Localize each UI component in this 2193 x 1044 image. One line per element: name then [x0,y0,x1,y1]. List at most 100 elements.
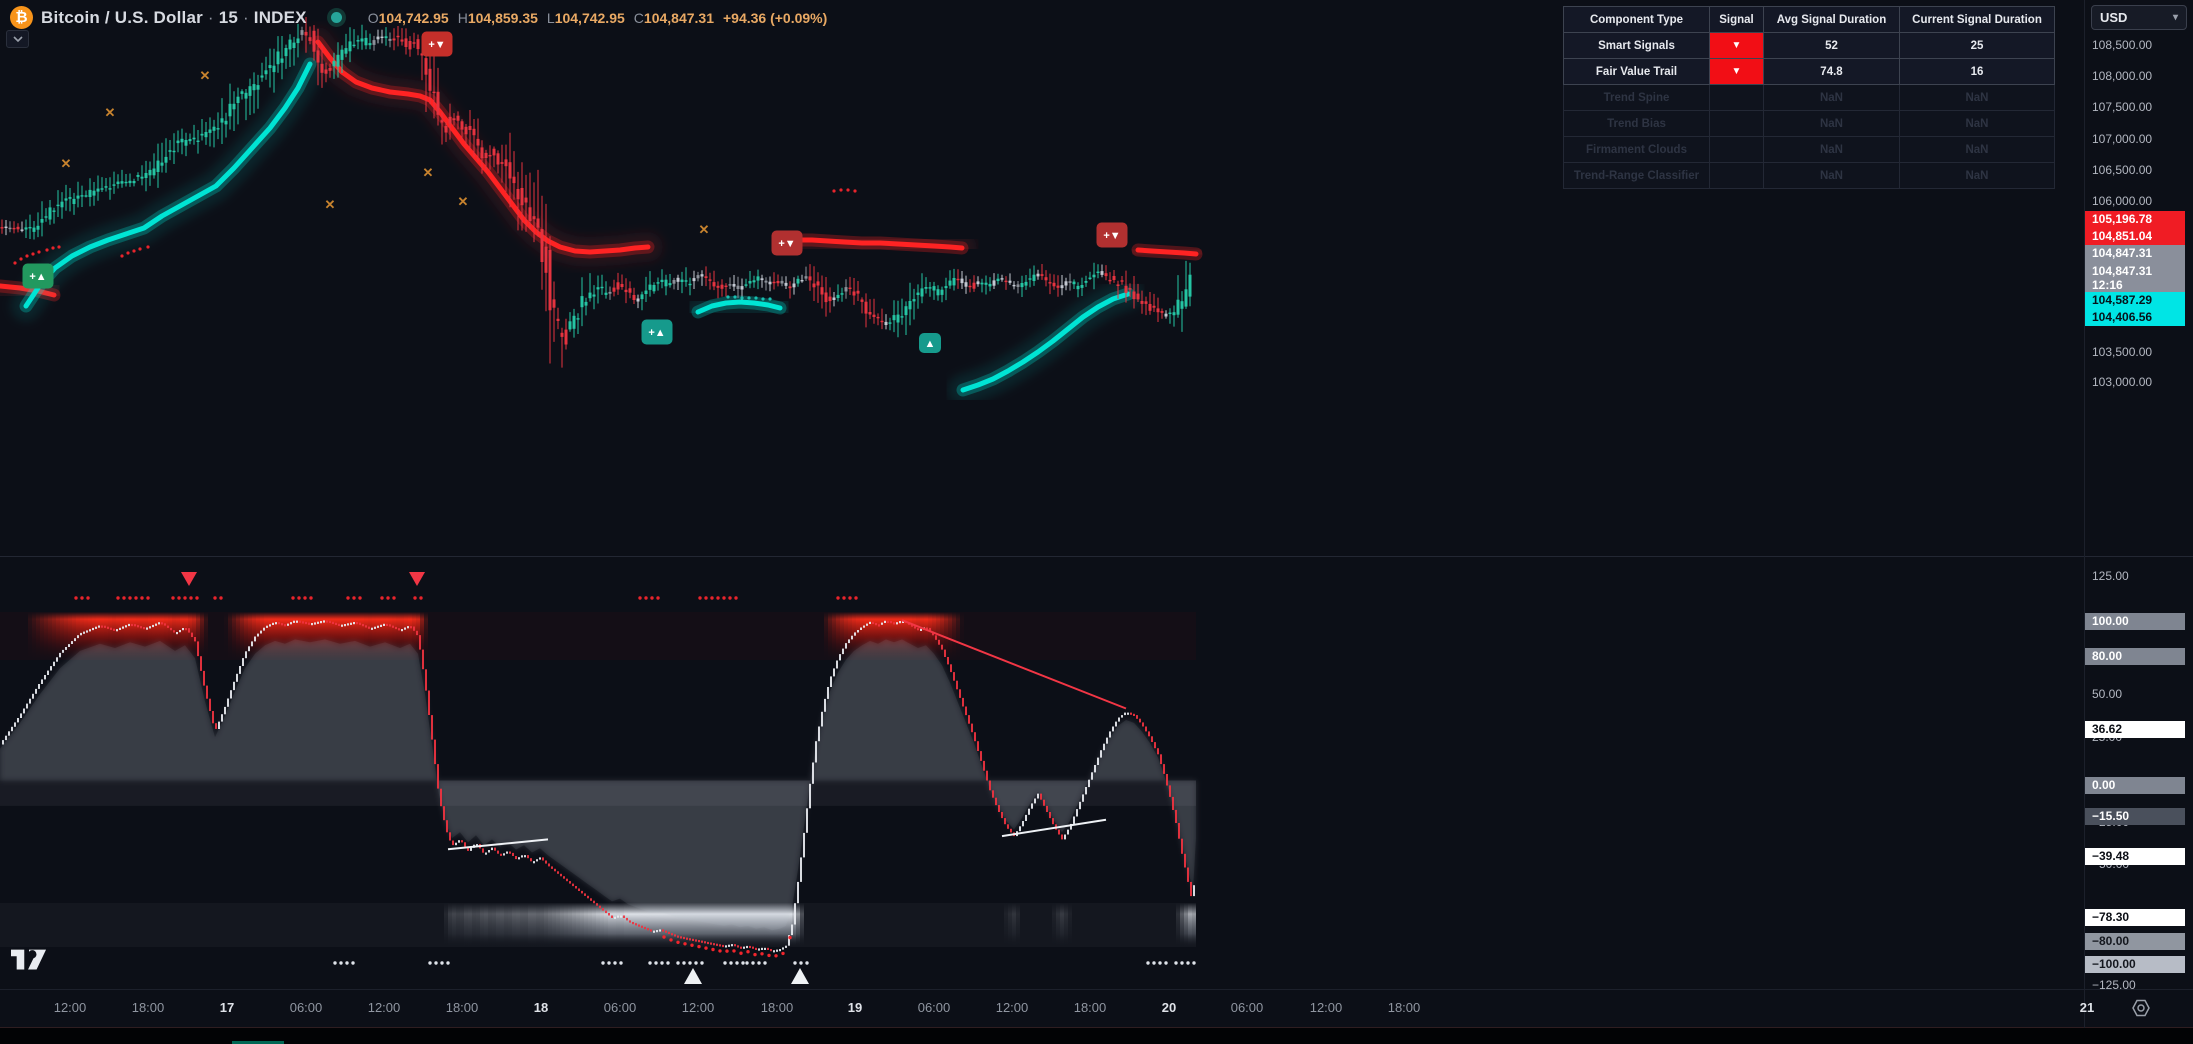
countdown-price-tag: 104,847.31 12:16 [2085,262,2185,292]
price-tick-label: 108,500.00 [2092,38,2153,52]
time-label: 18:00 [760,1000,794,1015]
separator-dot: · [242,7,249,27]
close-value: 104,847.31 [643,9,714,26]
currency-label: USD [2100,10,2128,25]
time-axis[interactable]: 12:00 18:00 17 06:00 12:00 18:00 18 06:00 12:00 1… [0,990,2193,1028]
table-row: Trend-Range Classifier NaN NaN [1563,162,2055,189]
sell-triangle-icon [409,572,425,586]
component-name-cell: Trend-Range Classifier [1563,162,1710,189]
divergence-line [447,838,549,851]
time-label: 12:00 [995,1000,1029,1015]
symbol-title[interactable]: Bitcoin / U.S. Dollar · 15 · INDEX [41,8,307,28]
ohlc-values: O104,742.95 H104,859.35 L104,742.95 C104… [368,10,828,26]
price-tag: 104,851.04 [2085,228,2185,245]
trail-glow [11,49,325,321]
svg-text:✕: ✕ [325,197,336,212]
time-label: 18:00 [1387,1000,1421,1015]
window-bottom-line [0,1027,2193,1028]
svg-text:✕: ✕ [458,194,469,209]
high-value: 104,859.35 [467,9,538,26]
avg-duration-cell: NaN [1763,162,1900,189]
time-label: 12:00 [367,1000,401,1015]
trend-cloud-core [0,639,1196,931]
price-tick-label: −125.00 [2092,978,2136,992]
oversold-dot-row [333,961,1196,965]
buy-triangle-icon [684,968,702,984]
signal-cell: ▼ [1709,32,1764,59]
separator-dot: · [207,7,214,27]
table-header-cell: Avg Signal Duration [1763,6,1900,33]
window-bottom-strip [0,1028,2193,1044]
buy-triangle-icon [791,968,809,984]
price-tick-label: 106,000.00 [2092,194,2153,208]
table-header-cell: Signal [1709,6,1764,33]
fair-value-trail [23,61,313,309]
signal-cell [1709,136,1764,163]
low-label: L [546,9,555,26]
overbought-dot-row [74,596,858,600]
signal-dots [13,188,857,301]
time-label: 12:00 [53,1000,87,1015]
price-tag: 36.62 [2085,721,2185,738]
time-label: 21 [2079,1000,2095,1015]
close-label: C [633,9,644,26]
time-label: 18:00 [445,1000,479,1015]
signal-badge[interactable]: +▼ [421,31,453,57]
price-tag: 104,406.56 [2085,309,2185,326]
time-label: 12:00 [1309,1000,1343,1015]
table-row: Trend Spine NaN NaN [1563,84,2055,111]
gear-icon[interactable] [2130,997,2152,1024]
avg-duration-cell: NaN [1763,136,1900,163]
time-label: 18:00 [1073,1000,1107,1015]
price-tick-label: 103,000.00 [2092,375,2153,389]
price-scale-separator [2084,0,2085,1028]
avg-duration-cell: NaN [1763,84,1900,111]
signal-badge[interactable]: +▲ [641,319,673,345]
taskbar-accent [232,1041,284,1044]
signal-cell: ▼ [1709,58,1764,85]
component-name-cell: Trend Spine [1563,84,1710,111]
svg-text:+▼: +▼ [1103,230,1120,242]
fair-value-trail [1135,247,1199,257]
symbol-header: ₿ Bitcoin / U.S. Dollar · 15 · INDEX O10… [10,6,827,29]
signal-cell [1709,84,1764,111]
price-scale[interactable]: 108,500.00 108,000.00 107,500.00 107,000.00… [2085,0,2193,1028]
currency-button[interactable]: USD ▾ [2091,5,2187,30]
price-tag: −78.30 [2085,909,2185,926]
svg-text:+▲: +▲ [648,327,665,339]
fair-value-trail [960,291,1131,393]
price-tag: −100.00 [2085,956,2185,973]
price-tick-label: 107,000.00 [2092,132,2153,146]
signal-cell [1709,162,1764,189]
signal-badge[interactable]: ▲ [919,333,941,353]
price-tag: 104,587.29 [2085,292,2185,309]
time-axis-separator [0,989,2193,990]
signal-badge[interactable]: +▲ [22,263,54,289]
component-name-cell: Firmament Clouds [1563,136,1710,163]
price-tag: 104,847.31 [2085,245,2185,262]
avg-duration-cell: 74.8 [1763,58,1900,85]
tradingview-logo-icon[interactable] [11,948,47,977]
svg-text:+▲: +▲ [29,271,46,283]
time-label: 06:00 [1230,1000,1264,1015]
time-label: 06:00 [917,1000,951,1015]
candlestick-series [0,17,1192,368]
signal-badge[interactable]: +▼ [1096,222,1128,248]
low-value: 104,742.95 [554,9,625,26]
current-duration-cell: NaN [1899,110,2055,137]
time-label: 19 [847,1000,863,1015]
signal-badge[interactable]: +▼ [771,230,803,256]
oversold-dotted-line [662,935,792,958]
svg-text:✕: ✕ [200,68,211,83]
fair-value-trail [795,237,965,251]
open-label: O [367,9,379,26]
market-status-icon[interactable] [326,8,346,27]
chevron-down-icon[interactable] [6,30,29,48]
svg-text:✕: ✕ [423,165,434,180]
price-tag: 105,196.78 [2085,211,2185,228]
pane-separator[interactable] [0,556,2193,557]
trail-band [956,287,1135,397]
time-label: 20 [1161,1000,1177,1015]
symbol-name: Bitcoin / U.S. Dollar [41,7,203,27]
